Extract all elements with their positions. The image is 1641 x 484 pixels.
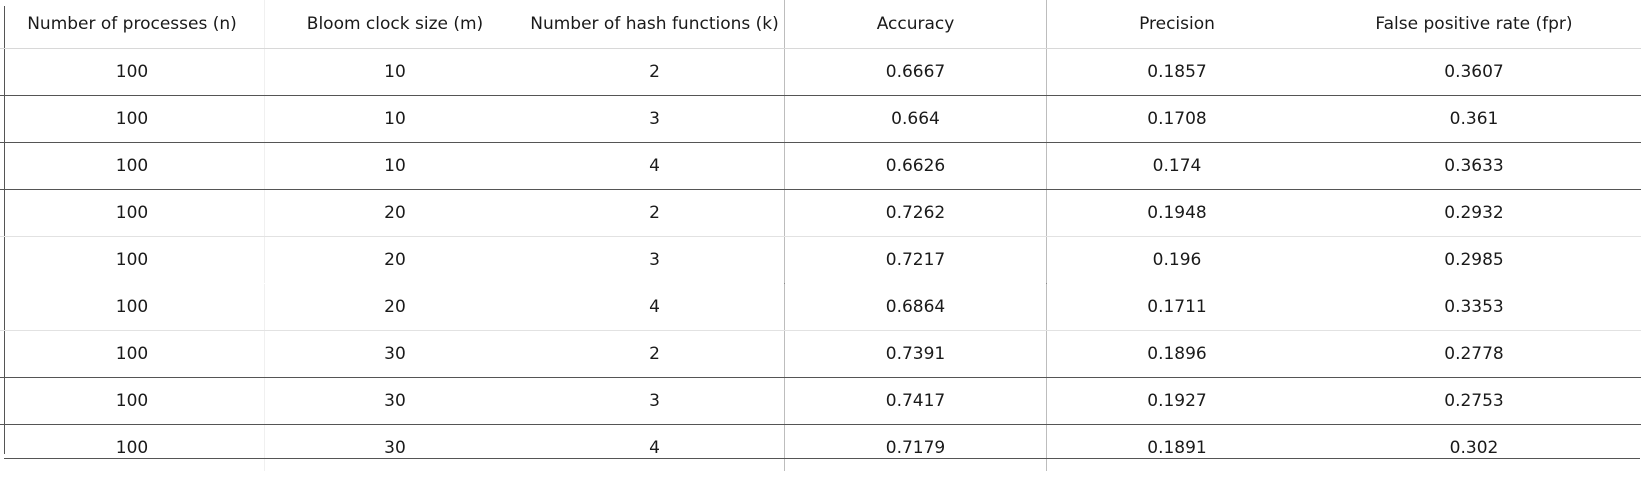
table-row: 100 30 3 0.7417 0.1927 0.2753 xyxy=(0,378,1641,425)
header-bloom-clock-size: Bloom clock size (m) xyxy=(306,14,484,34)
cell-processes: 100 xyxy=(0,49,265,95)
cell-processes: 100 xyxy=(0,378,265,424)
cell-fpr: 0.3633 xyxy=(1444,156,1504,176)
header-precision: Precision xyxy=(1139,14,1215,34)
table-row: 100 10 4 0.6626 0.174 0.3633 xyxy=(0,143,1641,190)
cell-bloom-clock-size: 20 xyxy=(384,203,406,223)
table-row: 100 30 4 0.7179 0.1891 0.302 xyxy=(0,425,1641,472)
cell-precision: 0.1891 xyxy=(1147,438,1207,458)
cell-processes: 100 xyxy=(0,284,265,330)
cell-precision: 0.1711 xyxy=(1147,297,1207,317)
cell-hash-functions: 4 xyxy=(525,284,785,330)
cell-bloom-clock-size: 30 xyxy=(384,438,406,458)
table-row: 100 10 2 0.6667 0.1857 0.3607 xyxy=(0,49,1641,96)
table-bottom-border xyxy=(4,458,1640,459)
cell-hash-functions: 3 xyxy=(525,237,785,283)
table-row: 100 20 4 0.6864 0.1711 0.3353 xyxy=(0,284,1641,331)
cell-precision: 0.174 xyxy=(1152,156,1202,176)
table-left-border xyxy=(4,6,5,454)
cell-hash-functions: 4 xyxy=(525,425,785,471)
table-header-row: Number of processes (n) Bloom clock size… xyxy=(0,0,1641,49)
header-false-positive-rate: False positive rate (fpr) xyxy=(1375,14,1573,34)
cell-precision: 0.1896 xyxy=(1147,344,1207,364)
cell-hash-functions: 4 xyxy=(525,143,785,189)
cell-bloom-clock-size: 10 xyxy=(384,156,406,176)
cell-bloom-clock-size: 20 xyxy=(384,297,406,317)
cell-fpr: 0.302 xyxy=(1449,438,1499,458)
cell-bloom-clock-size: 10 xyxy=(384,109,406,129)
cell-accuracy: 0.7217 xyxy=(785,237,1047,283)
cell-accuracy: 0.6626 xyxy=(785,143,1047,189)
cell-bloom-clock-size: 10 xyxy=(384,62,406,82)
table-row: 100 20 3 0.7217 0.196 0.2985 xyxy=(0,237,1641,284)
cell-fpr: 0.361 xyxy=(1449,109,1499,129)
table-row: 100 10 3 0.664 0.1708 0.361 xyxy=(0,96,1641,143)
header-accuracy: Accuracy xyxy=(785,0,1047,48)
cell-bloom-clock-size: 30 xyxy=(384,391,406,411)
cell-accuracy: 0.6667 xyxy=(785,49,1047,95)
cell-fpr: 0.2778 xyxy=(1444,344,1504,364)
cell-hash-functions: 3 xyxy=(525,96,785,142)
table-row: 100 20 2 0.7262 0.1948 0.2932 xyxy=(0,190,1641,237)
cell-precision: 0.1857 xyxy=(1147,62,1207,82)
cell-hash-functions: 2 xyxy=(525,331,785,377)
cell-fpr: 0.2985 xyxy=(1444,250,1504,270)
cell-precision: 0.1948 xyxy=(1147,203,1207,223)
cell-fpr: 0.3607 xyxy=(1444,62,1504,82)
table-row: 100 30 2 0.7391 0.1896 0.2778 xyxy=(0,331,1641,378)
cell-accuracy: 0.664 xyxy=(785,96,1047,142)
header-hash-functions: Number of hash functions (k) xyxy=(525,0,785,48)
cell-accuracy: 0.6864 xyxy=(785,284,1047,330)
cell-processes: 100 xyxy=(0,237,265,283)
cell-processes: 100 xyxy=(0,143,265,189)
cell-accuracy: 0.7417 xyxy=(785,378,1047,424)
cell-processes: 100 xyxy=(0,331,265,377)
cell-bloom-clock-size: 20 xyxy=(384,250,406,270)
cell-processes: 100 xyxy=(0,96,265,142)
cell-fpr: 0.3353 xyxy=(1444,297,1504,317)
cell-hash-functions: 2 xyxy=(525,49,785,95)
cell-processes: 100 xyxy=(0,425,265,471)
cell-fpr: 0.2753 xyxy=(1444,391,1504,411)
cell-hash-functions: 3 xyxy=(525,378,785,424)
cell-fpr: 0.2932 xyxy=(1444,203,1504,223)
cell-precision: 0.1708 xyxy=(1147,109,1207,129)
cell-precision: 0.1927 xyxy=(1147,391,1207,411)
results-table: Number of processes (n) Bloom clock size… xyxy=(0,0,1641,472)
cell-accuracy: 0.7179 xyxy=(785,425,1047,471)
cell-processes: 100 xyxy=(0,190,265,236)
cell-hash-functions: 2 xyxy=(525,190,785,236)
cell-accuracy: 0.7391 xyxy=(785,331,1047,377)
header-processes: Number of processes (n) xyxy=(0,0,265,48)
cell-accuracy: 0.7262 xyxy=(785,190,1047,236)
cell-precision: 0.196 xyxy=(1152,250,1202,270)
cell-bloom-clock-size: 30 xyxy=(384,344,406,364)
